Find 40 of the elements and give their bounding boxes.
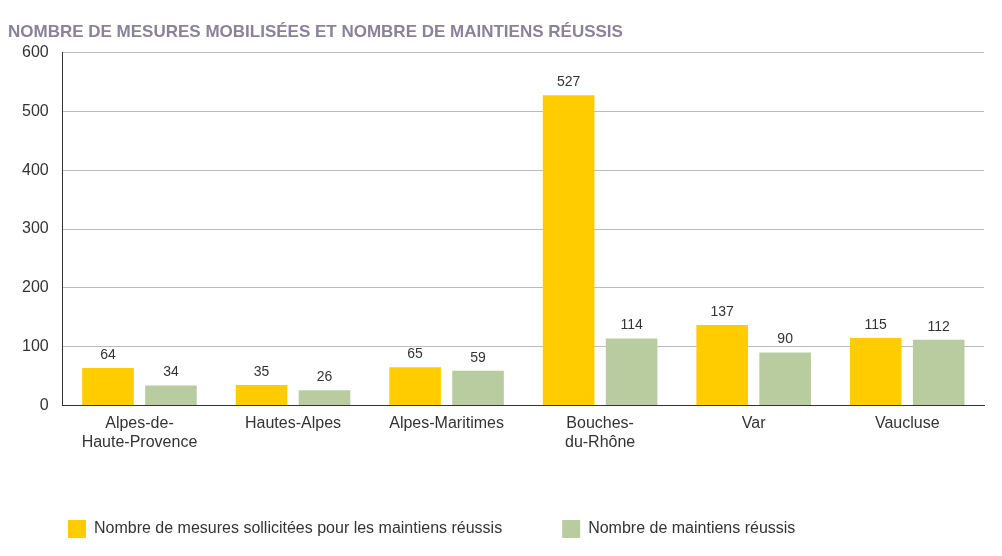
bar [389,367,441,406]
y-tick-label: 100 [21,337,49,355]
bar [542,95,595,406]
y-tick-label: 200 [21,278,49,296]
data-label: 26 [316,368,333,385]
data-label: 90 [777,330,794,347]
chart-title: NOMBRE DE MESURES MOBILISÉES ET NOMBRE DE MAINTIENS RÉUSSIS [8,21,623,41]
x-tick-label: Alpes-de- Haute-Provence [81,413,198,450]
y-tick-label: 0 [39,396,49,414]
data-label: 137 [710,302,735,319]
x-tick-label: Bouches- du-Rhône [564,413,636,450]
bar [759,352,811,406]
legend-label: Nombre de maintiens réussis [588,519,796,537]
x-tick-label: Var [741,413,767,431]
y-tick-label: 500 [21,101,49,119]
y-tick-label: 400 [21,160,49,178]
data-label: 34 [163,363,179,380]
data-label: 114 [620,316,643,333]
bar [298,390,351,406]
x-tick-label: Vaucluse [874,413,940,431]
bar [82,367,134,406]
data-label: 112 [927,317,951,334]
bar [849,337,902,406]
legend-label: Nombre de mesures sollicitées pour les maintiens réussis [94,519,503,537]
y-tick-label: 300 [21,219,49,237]
data-label: 65 [407,345,424,362]
bar [452,370,504,406]
x-tick-label: Alpes-Maritimes [389,413,504,431]
bar [605,338,658,406]
data-label: 115 [864,315,888,332]
bar [235,385,288,406]
y-tick-label: 600 [21,42,49,60]
data-label: 59 [470,348,487,365]
data-label: 64 [100,345,116,362]
data-label: 35 [253,362,270,379]
bar [912,339,965,406]
bar [696,324,749,406]
data-label: 527 [556,73,581,90]
bar [145,385,197,406]
x-tick-label: Hautes-Alpes [245,413,342,431]
